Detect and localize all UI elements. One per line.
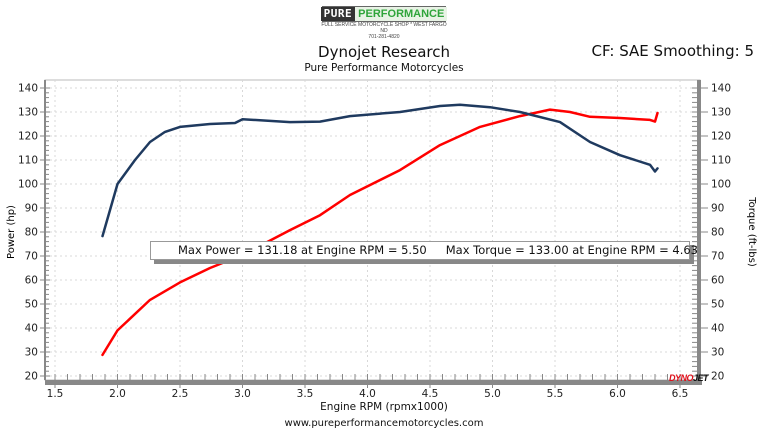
svg-text:90: 90 <box>25 203 38 215</box>
svg-text:120: 120 <box>711 131 731 143</box>
y-axis-left: 20 30 40 50 60 70 80 90 100 110 120 130 140 <box>18 80 50 383</box>
svg-text:140: 140 <box>18 83 38 95</box>
svg-text:2.5: 2.5 <box>172 388 189 400</box>
svg-text:120: 120 <box>18 131 38 143</box>
footer-url: www.pureperformancemotorcycles.com <box>284 418 484 429</box>
y-axis-left-label: Power (hp) <box>6 205 17 259</box>
logo-phone: 701-281-4820 <box>368 34 400 40</box>
svg-text:100: 100 <box>18 179 38 191</box>
svg-text:80: 80 <box>711 227 724 239</box>
svg-text:50: 50 <box>711 299 724 311</box>
svg-text:5.5: 5.5 <box>547 388 564 400</box>
svg-text:5.0: 5.0 <box>484 388 501 400</box>
svg-text:70: 70 <box>25 251 38 263</box>
logo-performance: PERFORMANCE <box>355 7 448 21</box>
svg-text:80: 80 <box>25 227 38 239</box>
svg-text:20: 20 <box>711 371 724 383</box>
svg-text:1.5: 1.5 <box>47 388 64 400</box>
svg-text:110: 110 <box>18 155 38 167</box>
svg-text:140: 140 <box>711 83 731 95</box>
logo-tagline: FULL SERVICE MOTORCYCLE SHOP * WEST FARG… <box>321 22 447 34</box>
svg-text:30: 30 <box>711 347 724 359</box>
svg-text:20: 20 <box>25 371 38 383</box>
grid <box>45 80 700 380</box>
svg-text:30: 30 <box>25 347 38 359</box>
svg-text:100: 100 <box>711 179 731 191</box>
plot-area <box>44 79 701 381</box>
max-power-label: Max Power = 131.18 at Engine RPM = 5.50 <box>178 243 427 257</box>
shop-logo: PURE PERFORMANCE FULL SERVICE MOTORCYCLE… <box>319 6 449 40</box>
svg-text:130: 130 <box>711 107 731 119</box>
x-axis: 1.5 2.0 2.5 3.0 3.5 4.0 4.5 5.0 5.5 6.0 6.5 <box>45 374 702 400</box>
chart-subtitle: Pure Performance Motorcycles <box>304 62 464 74</box>
svg-text:40: 40 <box>25 323 38 335</box>
max-torque-label: Max Torque = 133.00 at Engine RPM = 4.63 <box>445 243 698 257</box>
chart-legend: Max Power = 131.18 at Engine RPM = 5.50 … <box>150 241 698 260</box>
svg-text:90: 90 <box>711 203 724 215</box>
svg-text:50: 50 <box>25 299 38 311</box>
svg-text:2.0: 2.0 <box>109 388 126 400</box>
y-axis-right-label: Torque (ft-lbs) <box>746 196 757 267</box>
dynojet-logo: DYNOJET <box>669 373 709 383</box>
chart-title: Dynojet Research <box>318 43 450 61</box>
svg-text:130: 130 <box>18 107 38 119</box>
svg-text:4.0: 4.0 <box>359 388 376 400</box>
svg-text:4.5: 4.5 <box>422 388 439 400</box>
svg-text:6.0: 6.0 <box>609 388 626 400</box>
x-axis-label: Engine RPM (rpmx1000) <box>320 401 448 413</box>
svg-text:6.5: 6.5 <box>672 388 689 400</box>
correction-factor: CF: SAE Smoothing: 5 <box>591 42 754 60</box>
svg-text:70: 70 <box>711 251 724 263</box>
logo-pure: PURE <box>320 7 356 21</box>
logo-wordmark: PURE PERFORMANCE <box>320 6 448 22</box>
svg-text:60: 60 <box>25 275 38 287</box>
svg-text:3.5: 3.5 <box>297 388 314 400</box>
y-axis-right: 20 30 40 50 60 70 80 90 100 110 120 130 140 <box>692 80 731 384</box>
power-curve <box>101 108 659 357</box>
svg-text:40: 40 <box>711 323 724 335</box>
svg-text:60: 60 <box>711 275 724 287</box>
torque-curve <box>101 103 659 238</box>
svg-text:110: 110 <box>711 155 731 167</box>
svg-text:3.0: 3.0 <box>234 388 251 400</box>
